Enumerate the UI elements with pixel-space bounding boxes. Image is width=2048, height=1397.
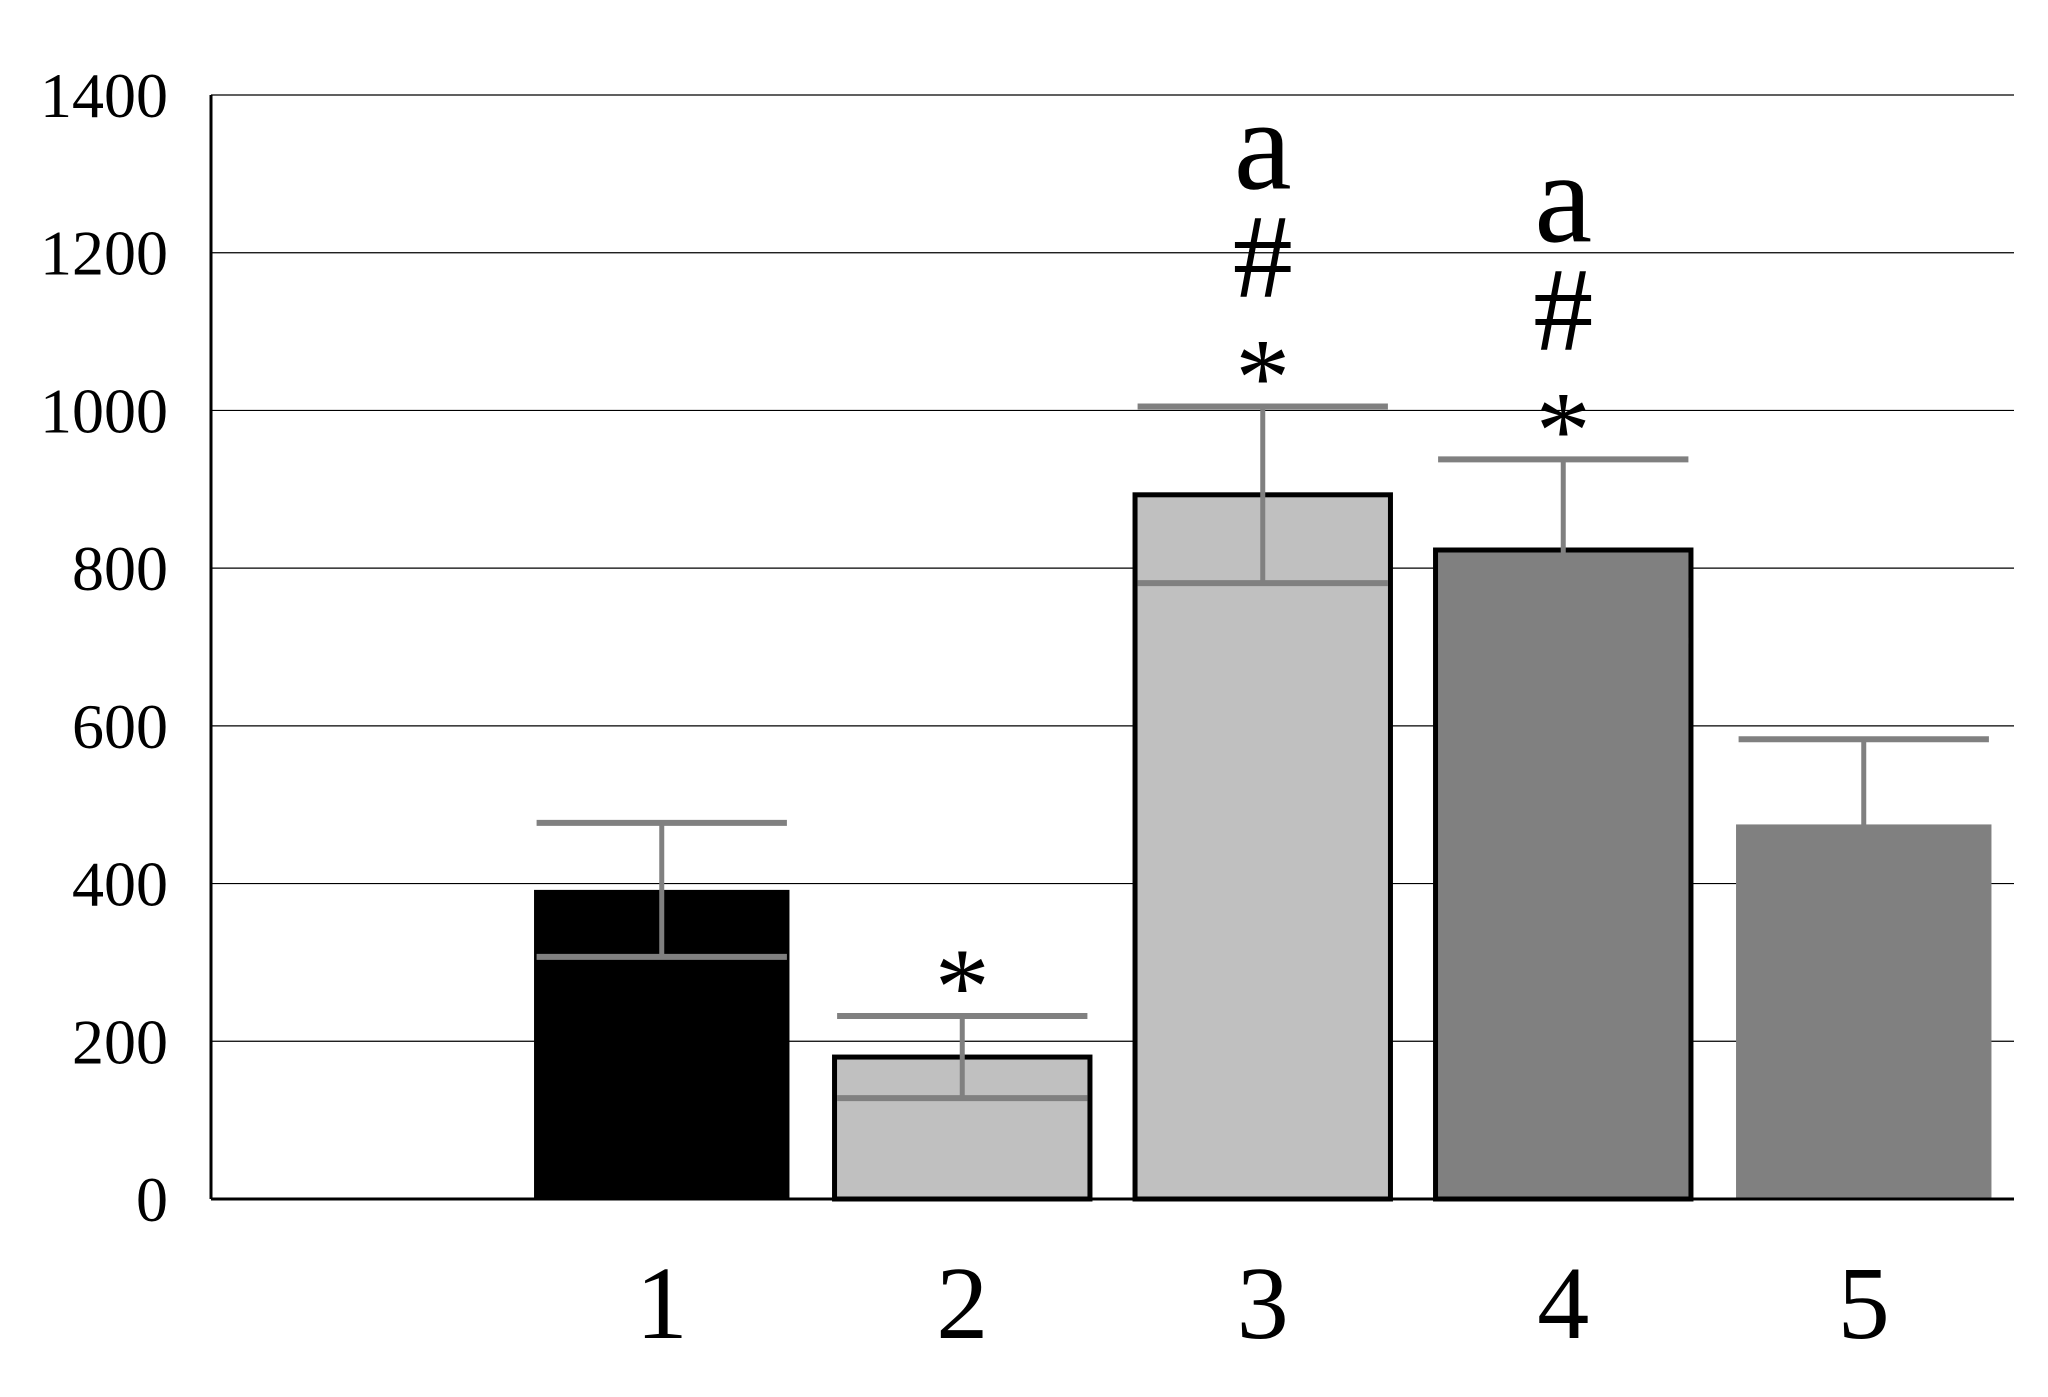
y-tick-label: 400 (72, 849, 168, 920)
x-tick-label: 4 (1537, 1246, 1589, 1361)
y-tick-label: 1200 (40, 218, 168, 289)
error-bars (536, 403, 1989, 1102)
x-axis-tick-labels: 1 2 3 4 5 (636, 1246, 1890, 1361)
annotation-mark: * (935, 926, 990, 1048)
annotation-mark: # (1233, 189, 1293, 322)
gridlines (211, 94, 2014, 1042)
y-tick-label: 800 (72, 533, 168, 604)
y-tick-label: 1000 (40, 375, 168, 446)
y-tick-label: 0 (136, 1164, 168, 1235)
x-tick-label: 1 (636, 1246, 688, 1361)
x-tick-label: 2 (936, 1246, 988, 1361)
y-axis-tick-labels: 0 200 400 600 800 1000 1200 1400 (40, 60, 168, 1235)
annotation-mark: * (1536, 369, 1591, 491)
y-tick-label: 1400 (40, 60, 168, 131)
y-tick-label: 600 (72, 691, 168, 762)
annotation-mark: * (1235, 316, 1290, 438)
annotation-mark: a (1234, 73, 1292, 217)
annotation-mark: a (1534, 126, 1592, 270)
bars (534, 492, 1992, 1202)
x-tick-label: 5 (1838, 1246, 1890, 1361)
bar-3 (1132, 492, 1393, 1202)
x-tick-label: 3 (1237, 1246, 1289, 1361)
annotation-mark: # (1533, 242, 1593, 375)
y-tick-label: 200 (72, 1006, 168, 1077)
axes (209, 95, 2014, 1201)
significance-annotations: **#a*#a (935, 73, 1594, 1048)
bar-4 (1433, 547, 1694, 1202)
